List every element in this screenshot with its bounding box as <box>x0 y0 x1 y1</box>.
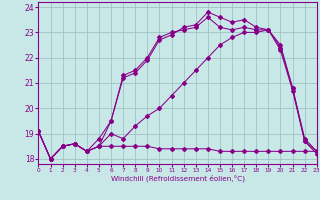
X-axis label: Windchill (Refroidissement éolien,°C): Windchill (Refroidissement éolien,°C) <box>111 175 244 182</box>
